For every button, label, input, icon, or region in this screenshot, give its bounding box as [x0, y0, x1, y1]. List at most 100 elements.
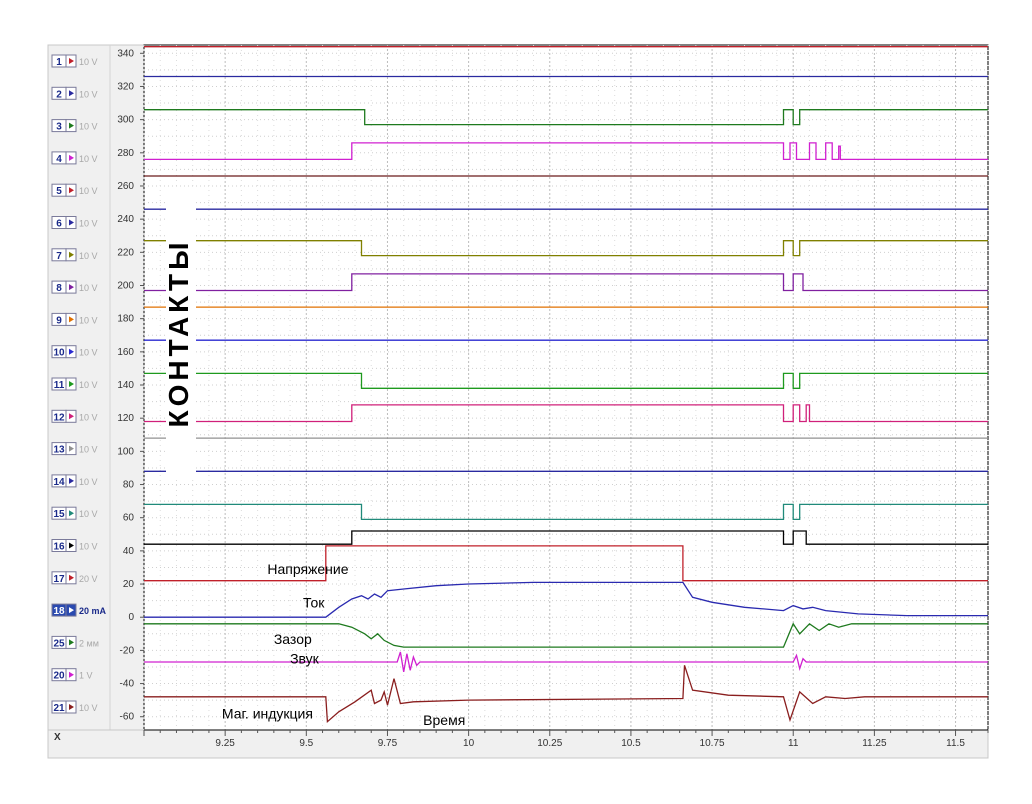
channel-number: 20: [53, 671, 65, 682]
trace-16: [144, 530, 988, 545]
channel-scale: 10 V: [79, 283, 98, 293]
channel-scale: 20 V: [79, 574, 98, 584]
channel-button-11[interactable]: 11 10 V: [51, 377, 98, 391]
channel-number: 15: [53, 509, 65, 520]
x-tick-label: 10: [463, 738, 475, 749]
channel-scale: 10 V: [79, 122, 98, 132]
y-tick-label: 320: [117, 81, 134, 92]
y-tick-label: 220: [117, 247, 134, 258]
play-triangle-icon: [69, 413, 74, 420]
channel-number: 2: [56, 89, 62, 100]
x-tick-label: 9.25: [215, 738, 235, 749]
contacts-label: КОНТАКТЫ: [163, 188, 196, 478]
trace-8: [144, 273, 988, 292]
channel-scale: 10 V: [79, 477, 98, 487]
play-triangle-icon: [69, 90, 74, 97]
play-triangle-icon: [69, 704, 74, 710]
channel-scale: 10 V: [79, 251, 98, 261]
channel-number: 4: [56, 154, 62, 165]
y-tick-label: 240: [117, 214, 134, 225]
channel-scale: 10 V: [79, 509, 98, 519]
play-triangle-icon: [69, 154, 74, 161]
channel-button-16[interactable]: 16 10 V: [51, 539, 98, 553]
channel-button-14[interactable]: 14 10 V: [51, 474, 98, 488]
channel-button-2[interactable]: 2 10 V: [51, 86, 98, 100]
y-tick-label: 200: [117, 280, 134, 291]
y-tick-label: 280: [117, 148, 134, 159]
trace-21: [144, 665, 988, 724]
play-triangle-icon: [69, 187, 74, 194]
trace-20: [144, 651, 988, 673]
channel-button-10[interactable]: 10 10 V: [51, 345, 98, 359]
trace-7: [144, 240, 988, 257]
channel-button-7[interactable]: 7 10 V: [51, 248, 98, 262]
play-triangle-icon: [69, 251, 74, 258]
channel-scale: 10 V: [79, 380, 98, 390]
channel-number: 17: [53, 574, 65, 585]
channel-scale: 10 V: [79, 186, 98, 196]
channel-button-8[interactable]: 8 10 V: [51, 280, 98, 294]
channel-button-20[interactable]: 20 1 V: [51, 668, 93, 682]
trace-17: [144, 545, 988, 582]
channel-button-15[interactable]: 15 10 V: [51, 506, 98, 520]
channel-number: 1: [56, 57, 62, 68]
channel-scale: 10 V: [79, 57, 98, 67]
y-tick-label: 180: [117, 314, 134, 325]
channel-number: 10: [53, 348, 65, 359]
y-tick-label: -20: [120, 645, 135, 656]
play-triangle-icon: [69, 639, 74, 646]
contacts-label-bg: [166, 188, 196, 478]
channel-scale: 10 V: [79, 542, 98, 552]
x-axis: 9.25 9.5 9.75 10 10.25 10.5 10.75 11 11.25 11.5 X: [47, 729, 989, 759]
trace-11: [144, 372, 988, 389]
y-tick-label: 340: [117, 48, 134, 59]
channel-button-12[interactable]: 12 10 V: [51, 409, 98, 423]
channel-number: 21: [53, 703, 65, 714]
x-tick-label: 9.5: [299, 738, 313, 749]
plot-area: [143, 44, 989, 731]
channel-button-9[interactable]: 9 10 V: [51, 312, 98, 326]
channel-button-18[interactable]: 18 20 mA: [51, 603, 107, 617]
contacts-vertical-label: КОНТАКТЫ: [163, 239, 194, 428]
y-tick-label: 260: [117, 181, 134, 192]
channel-scale: 10 V: [79, 219, 98, 229]
channel-scale: 10 V: [79, 154, 98, 164]
y-tick-label: 0: [128, 612, 134, 623]
channel-button-1[interactable]: 1 10 V: [51, 54, 98, 68]
channel-number: 13: [53, 445, 65, 456]
channel-button-13[interactable]: 13 10 V: [51, 442, 98, 456]
x-tick-label: 10.5: [621, 738, 641, 749]
channel-button-4[interactable]: 4 10 V: [51, 151, 98, 165]
channel-scale: 10 V: [79, 703, 98, 713]
channel-button-5[interactable]: 5 10 V: [51, 183, 98, 197]
channel-number: 8: [56, 283, 62, 294]
channel-button-17[interactable]: 17 20 V: [51, 571, 98, 585]
channel-scale: 10 V: [79, 89, 98, 99]
channel-button-25[interactable]: 25 2 мм: [51, 635, 99, 649]
channel-sidebar: 1 10 V 2 10 V 3 10 V 4 10 V 5 10 V 6 10 V 7 10 V 8 10 V…: [47, 44, 145, 731]
channel-button-21[interactable]: 21 10 V: [51, 700, 98, 714]
play-triangle-icon: [69, 316, 74, 323]
annotation-label: Звук: [290, 651, 320, 667]
grid-lines: [143, 45, 989, 730]
channel-scale: 1 V: [79, 671, 93, 681]
channel-scale: 10 V: [79, 445, 98, 455]
channel-button-6[interactable]: 6 10 V: [51, 216, 98, 230]
y-tick-label: 160: [117, 347, 134, 358]
channel-scale: 10 V: [79, 315, 98, 325]
channel-scale: 10 V: [79, 348, 98, 358]
channel-button-3[interactable]: 3 10 V: [51, 119, 98, 133]
y-tick-label: 80: [123, 480, 135, 491]
channel-number: 7: [56, 251, 62, 262]
x-tick-label: 11: [788, 738, 799, 749]
channel-scale: 20 mA: [79, 606, 107, 616]
channel-number: 6: [56, 219, 62, 230]
trace-3: [144, 109, 988, 126]
channel-scale: 10 V: [79, 412, 98, 422]
channel-number: 16: [53, 542, 65, 553]
annotation-label: Маг. индукция: [222, 705, 313, 721]
play-triangle-icon: [69, 542, 74, 549]
play-triangle-icon: [69, 574, 74, 581]
annotation-label: Время: [423, 712, 465, 728]
